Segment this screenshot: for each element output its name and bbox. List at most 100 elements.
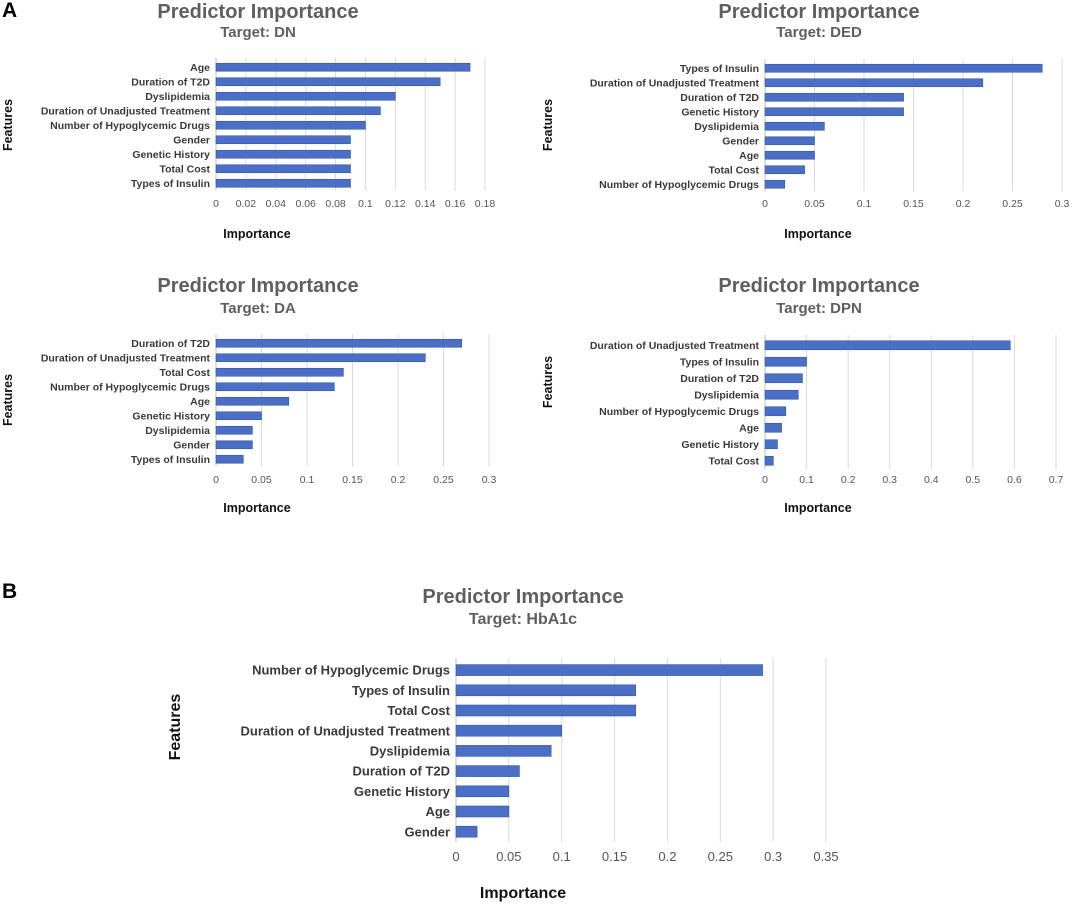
x-tick-label: 0.16 bbox=[445, 198, 466, 210]
bar bbox=[455, 684, 637, 697]
category-label: Age bbox=[739, 150, 759, 162]
y-axis-label: Features bbox=[541, 356, 555, 408]
category-label: Total Cost bbox=[159, 163, 210, 175]
x-tick-label: 0.05 bbox=[496, 849, 521, 864]
x-tick-label: 0.15 bbox=[602, 849, 627, 864]
chart-subtitle: Target: DPN bbox=[776, 300, 862, 317]
category-label: Dyslipidemia bbox=[694, 389, 759, 401]
x-tick-label: 0.4 bbox=[924, 474, 939, 486]
y-axis-label: Features bbox=[167, 694, 184, 761]
category-label: Duration of Unadjusted Treatment bbox=[41, 105, 211, 117]
chart-subtitle: Target: HbA1c bbox=[469, 611, 577, 628]
bar bbox=[455, 745, 552, 757]
x-tick-label: 0 bbox=[762, 474, 768, 486]
x-tick-label: 0.04 bbox=[266, 198, 287, 210]
category-label: Total Cost bbox=[387, 703, 450, 718]
x-tick-label: 0.1 bbox=[358, 198, 373, 210]
bar bbox=[215, 411, 262, 421]
bar bbox=[764, 107, 904, 117]
x-tick-label: 0.25 bbox=[433, 474, 454, 486]
bar bbox=[215, 367, 344, 377]
bar bbox=[764, 389, 799, 400]
chart-title: Predictor Importance bbox=[422, 586, 623, 608]
x-tick-label: 0.35 bbox=[813, 849, 838, 864]
category-label: Gender bbox=[722, 135, 759, 147]
category-label: Age bbox=[190, 62, 210, 74]
x-tick-label: 0.15 bbox=[342, 474, 363, 486]
chart-title: Predictor Importance bbox=[157, 1, 358, 23]
bar bbox=[764, 422, 782, 433]
x-tick-label: 0.05 bbox=[251, 474, 272, 486]
bar bbox=[455, 664, 763, 676]
category-label: Dyslipidemia bbox=[145, 91, 210, 103]
x-tick-label: 0.1 bbox=[799, 474, 814, 486]
bar bbox=[455, 724, 563, 737]
bar bbox=[764, 439, 778, 450]
x-tick-label: 0.2 bbox=[391, 474, 406, 486]
x-tick-label: 0.7 bbox=[1049, 474, 1064, 486]
bar bbox=[215, 149, 351, 159]
category-label: Number of Hypoglycemic Drugs bbox=[50, 381, 210, 393]
bar bbox=[764, 92, 904, 102]
category-label: Total Cost bbox=[159, 367, 210, 379]
x-tick-label: 0 bbox=[452, 849, 459, 864]
chart-title: Predictor Importance bbox=[718, 1, 919, 23]
x-axis-label: Importance bbox=[223, 227, 290, 241]
bar bbox=[215, 382, 335, 392]
x-tick-label: 0.14 bbox=[415, 198, 436, 210]
category-label: Duration of Unadjusted Treatment bbox=[590, 77, 760, 89]
x-axis-label: Importance bbox=[784, 227, 851, 241]
bar bbox=[764, 136, 815, 146]
bar bbox=[215, 178, 351, 188]
x-axis-label: Importance bbox=[480, 885, 566, 902]
x-tick-label: 0.18 bbox=[475, 198, 496, 210]
chart-subtitle: Target: DED bbox=[776, 24, 862, 41]
category-label: Duration of T2D bbox=[353, 764, 451, 779]
bar bbox=[455, 704, 637, 717]
x-tick-label: 0.02 bbox=[236, 198, 257, 210]
x-tick-label: 0.1 bbox=[553, 849, 571, 864]
bar bbox=[764, 406, 787, 417]
bar bbox=[764, 165, 805, 175]
bar bbox=[215, 440, 253, 450]
bar bbox=[455, 805, 510, 818]
category-label: Duration of T2D bbox=[131, 76, 210, 88]
x-tick-label: 0.3 bbox=[764, 849, 782, 864]
x-axis-label: Importance bbox=[784, 501, 851, 515]
bar bbox=[215, 396, 290, 406]
bar bbox=[215, 454, 244, 464]
bar bbox=[215, 120, 366, 130]
x-tick-label: 0.05 bbox=[804, 198, 825, 210]
x-tick-label: 0.5 bbox=[966, 474, 981, 486]
category-label: Types of Insulin bbox=[680, 63, 759, 75]
x-tick-label: 0.2 bbox=[658, 849, 676, 864]
bar bbox=[215, 338, 462, 348]
panel-label-b: B bbox=[2, 580, 18, 603]
category-label: Genetic History bbox=[681, 439, 759, 451]
bar bbox=[215, 425, 253, 435]
bar bbox=[455, 785, 510, 798]
category-label: Dyslipidemia bbox=[145, 425, 210, 437]
x-tick-label: 0.12 bbox=[385, 198, 406, 210]
category-label: Age bbox=[190, 396, 210, 408]
x-tick-label: 0.3 bbox=[1055, 198, 1070, 210]
category-label: Gender bbox=[173, 134, 210, 146]
x-tick-label: 0.08 bbox=[325, 198, 346, 210]
bar bbox=[764, 179, 786, 189]
bar bbox=[764, 373, 803, 384]
x-tick-label: 0.06 bbox=[295, 198, 316, 210]
bar bbox=[764, 63, 1043, 73]
x-tick-label: 0.25 bbox=[1002, 198, 1023, 210]
bar bbox=[764, 150, 815, 160]
category-label: Number of Hypoglycemic Drugs bbox=[599, 406, 759, 418]
bar bbox=[215, 91, 396, 101]
y-axis-label: Features bbox=[1, 99, 15, 151]
category-label: Genetic History bbox=[681, 106, 759, 118]
bar bbox=[764, 455, 774, 466]
category-label: Age bbox=[739, 422, 759, 434]
x-tick-label: 0.2 bbox=[841, 474, 856, 486]
category-label: Dyslipidemia bbox=[370, 743, 451, 758]
category-label: Duration of Unadjusted Treatment bbox=[41, 352, 211, 364]
x-axis-label: Importance bbox=[223, 501, 290, 515]
category-label: Duration of T2D bbox=[680, 373, 759, 385]
